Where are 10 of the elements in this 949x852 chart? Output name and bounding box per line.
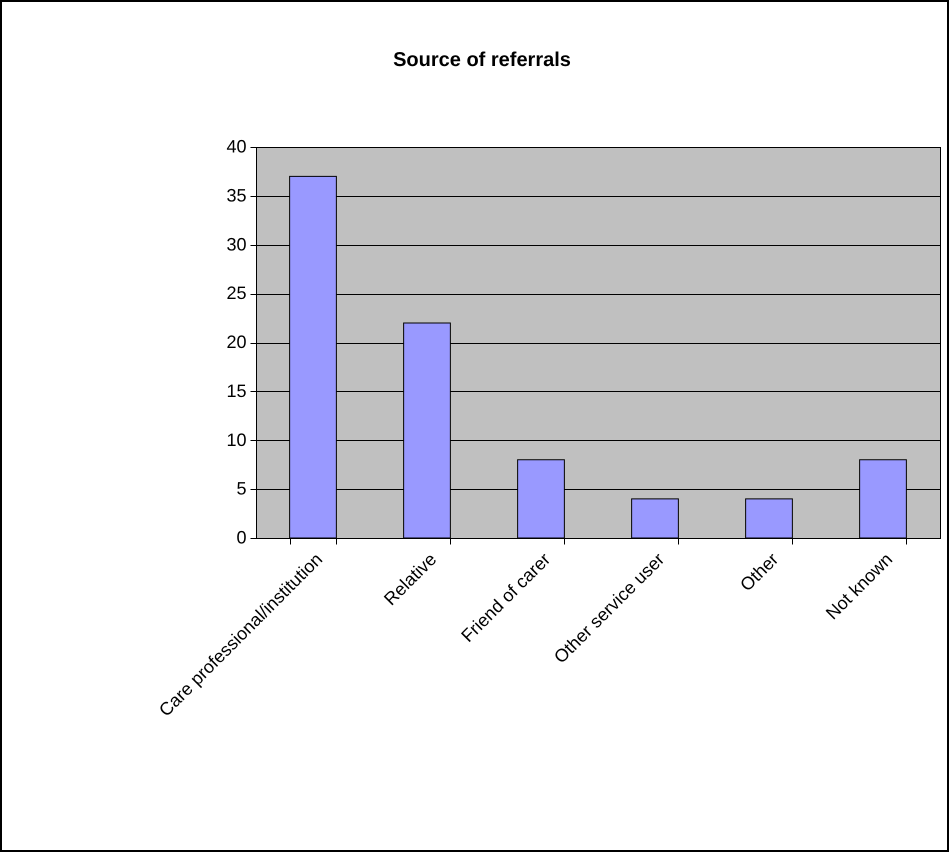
y-tick-label: 35 (226, 185, 246, 206)
chart-title: Source of referrals (393, 49, 571, 71)
y-tick-label: 5 (236, 478, 246, 499)
y-tick-label: 20 (226, 332, 246, 352)
y-tick-label: 0 (236, 528, 246, 548)
y-tick-label: 25 (226, 283, 246, 304)
y-tick-label: 15 (226, 380, 246, 401)
y-tick-label: 30 (226, 234, 246, 254)
y-tick-label: 10 (226, 430, 246, 450)
y-tick-label: 40 (226, 136, 246, 156)
